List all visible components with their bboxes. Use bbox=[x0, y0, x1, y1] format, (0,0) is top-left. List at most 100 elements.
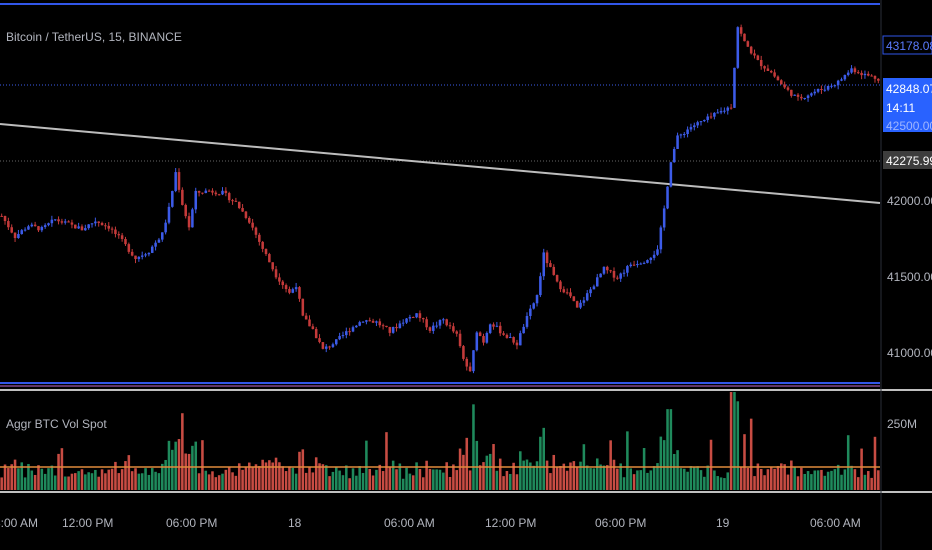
volume-bar bbox=[478, 465, 482, 490]
volume-bar bbox=[796, 476, 800, 490]
candle bbox=[783, 84, 786, 88]
volume-bar bbox=[335, 467, 338, 490]
candle bbox=[70, 222, 74, 225]
candle bbox=[167, 206, 171, 223]
volume-bar bbox=[137, 473, 141, 490]
candle bbox=[87, 224, 90, 229]
candle bbox=[221, 190, 224, 195]
candle bbox=[174, 172, 177, 192]
candle bbox=[843, 75, 847, 80]
candle bbox=[877, 78, 880, 81]
volume-bar bbox=[472, 404, 475, 490]
candle bbox=[780, 80, 783, 85]
candle bbox=[391, 327, 395, 333]
candle bbox=[609, 270, 612, 272]
price-axis[interactable]: 42000.00 41500.00 41000.00 250M 43178.08… bbox=[882, 35, 932, 431]
volume-bar bbox=[10, 464, 13, 490]
time-axis[interactable]: 8:00 AM 12:00 PM 06:00 PM 18 06:00 AM 12… bbox=[0, 516, 861, 530]
volume-bar bbox=[27, 463, 30, 490]
price-tick-label: 42000.00 bbox=[887, 194, 932, 208]
candle bbox=[793, 94, 796, 96]
candle bbox=[619, 273, 622, 279]
volume-bar bbox=[629, 468, 632, 490]
candle bbox=[214, 192, 218, 195]
volume-bar bbox=[766, 469, 770, 490]
candle bbox=[191, 209, 194, 228]
candle bbox=[335, 339, 338, 345]
volume-bar bbox=[371, 475, 375, 490]
candle bbox=[20, 230, 24, 234]
candle bbox=[746, 41, 750, 47]
candle bbox=[248, 217, 251, 223]
volume-bar bbox=[40, 468, 44, 490]
volume-bar bbox=[780, 463, 783, 490]
candle bbox=[495, 325, 499, 327]
volume-bar bbox=[833, 469, 837, 490]
volume-bar bbox=[301, 449, 305, 490]
candle bbox=[37, 226, 40, 231]
candle bbox=[134, 255, 137, 260]
volume-bar bbox=[485, 455, 489, 490]
volume-bar bbox=[104, 473, 107, 490]
volume-bar bbox=[813, 470, 817, 490]
candle bbox=[254, 227, 258, 235]
candle bbox=[201, 192, 204, 194]
candle bbox=[408, 317, 412, 319]
volume-bar bbox=[428, 468, 432, 490]
candle bbox=[60, 221, 64, 223]
candle bbox=[328, 346, 331, 348]
volume-bar bbox=[846, 435, 850, 490]
volume-bar bbox=[522, 460, 525, 490]
candle bbox=[686, 129, 689, 135]
candle bbox=[120, 235, 124, 239]
volume-bar bbox=[743, 434, 746, 490]
volume-bar bbox=[70, 473, 74, 490]
volume-bar bbox=[502, 476, 505, 490]
candle bbox=[107, 225, 111, 229]
volume-bar bbox=[749, 418, 753, 490]
candle bbox=[154, 242, 157, 247]
volume-bar bbox=[669, 409, 673, 490]
indicator-title: Aggr BTC Vol Spot bbox=[6, 417, 107, 431]
volume-bar bbox=[298, 451, 301, 490]
candle bbox=[284, 285, 288, 290]
candle bbox=[870, 75, 873, 77]
candle bbox=[515, 342, 519, 346]
volume-bar bbox=[345, 465, 348, 490]
volume-bar bbox=[181, 413, 184, 490]
candle bbox=[709, 116, 713, 118]
candle bbox=[773, 72, 776, 77]
candle bbox=[298, 287, 301, 299]
candle bbox=[177, 172, 181, 190]
candle bbox=[575, 301, 579, 308]
candle bbox=[676, 135, 679, 149]
volume-bar bbox=[184, 453, 187, 490]
volume-bar bbox=[3, 464, 7, 490]
volume-bar bbox=[304, 472, 308, 490]
volume-bar bbox=[468, 470, 472, 490]
candle bbox=[161, 232, 164, 240]
candle bbox=[80, 226, 84, 231]
candle bbox=[17, 233, 20, 239]
candle bbox=[585, 293, 589, 301]
volume-bar bbox=[20, 462, 24, 490]
candle bbox=[425, 319, 428, 328]
volume-bar bbox=[214, 477, 218, 490]
candle bbox=[796, 94, 800, 97]
trendline[interactable] bbox=[0, 123, 881, 204]
volume-bar bbox=[147, 474, 151, 490]
candle bbox=[127, 244, 131, 252]
candle bbox=[733, 67, 736, 108]
candle bbox=[150, 246, 154, 253]
volume-bar bbox=[783, 464, 786, 490]
volume-bar bbox=[331, 471, 335, 490]
volume-bar bbox=[756, 463, 760, 490]
volume-bar bbox=[63, 476, 67, 490]
volume-bar bbox=[361, 472, 365, 490]
volume-bar bbox=[365, 440, 368, 490]
candle bbox=[826, 86, 830, 90]
volume-bar bbox=[693, 466, 696, 490]
candle bbox=[599, 273, 602, 278]
volume-bar bbox=[719, 477, 723, 490]
